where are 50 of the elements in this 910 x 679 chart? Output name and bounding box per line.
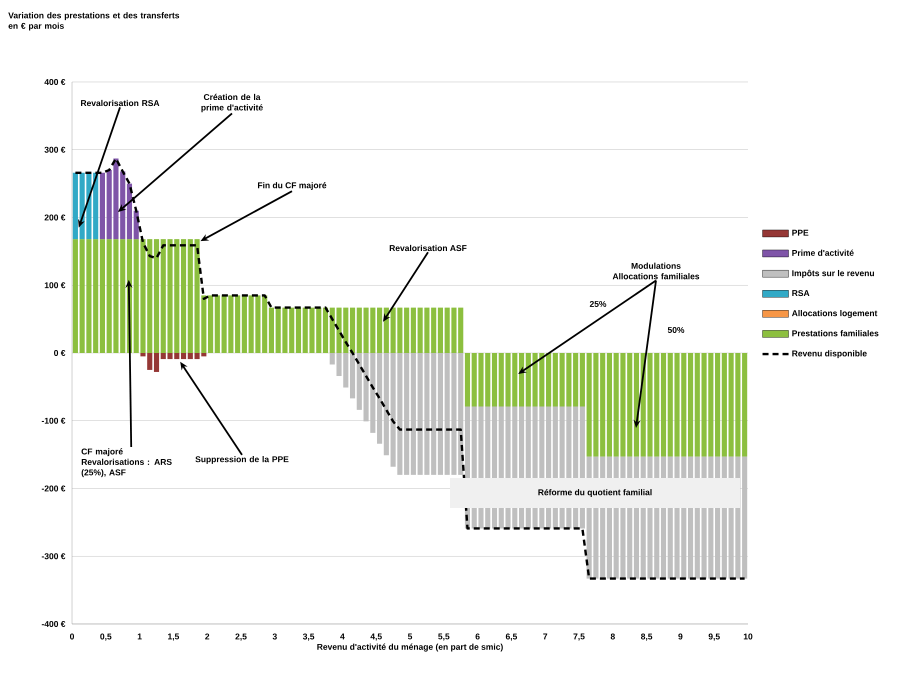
x-tick-label: 5 bbox=[408, 634, 412, 640]
x-tick-label: 4,5 bbox=[370, 634, 382, 641]
y-tick-label: 100 € bbox=[44, 282, 66, 288]
annotation: Revalorisation RSA bbox=[81, 100, 160, 106]
x-tick-label: 0,5 bbox=[100, 634, 112, 641]
x-tick-label: 8,5 bbox=[640, 634, 652, 641]
annotation: Réforme du quotient familial bbox=[538, 488, 652, 497]
x-tick-label: 8 bbox=[610, 634, 615, 640]
x-tick-label: 0 bbox=[70, 634, 74, 640]
x-tick-label: 1,5 bbox=[168, 634, 180, 641]
x-tick-label: 3 bbox=[272, 634, 277, 640]
y-tick-label: 200 € bbox=[44, 214, 66, 220]
legend-label: PPE bbox=[792, 230, 808, 236]
x-tick-label: 7 bbox=[543, 634, 548, 640]
x-tick-label: 7,5 bbox=[573, 634, 585, 641]
y-tick-label: -100 € bbox=[42, 418, 66, 424]
legend-label: RSA bbox=[792, 290, 810, 296]
y-tick-label: -400 € bbox=[42, 620, 66, 627]
x-tick-label: 6 bbox=[476, 634, 480, 640]
x-tick-label: 2 bbox=[205, 634, 210, 640]
y-tick-label: 400 € bbox=[44, 78, 66, 85]
annotation: 25% bbox=[590, 300, 606, 307]
legend-label: Allocations logement bbox=[792, 310, 878, 318]
bar bbox=[201, 352, 206, 356]
x-axis-title: Revenu d'activité du ménage (en part de smic) bbox=[317, 644, 503, 652]
x-tick-label: 2,5 bbox=[235, 634, 247, 641]
x-tick-label: 4 bbox=[340, 634, 345, 640]
annotation: Suppression de la PPE bbox=[195, 456, 288, 464]
chart-title: Variation des prestations et des transferts en € par mois bbox=[8, 12, 180, 31]
annotation: Fin du CF majoré bbox=[258, 182, 326, 190]
x-tick-label: 9 bbox=[678, 634, 682, 640]
y-tick-label: -300 € bbox=[42, 553, 66, 560]
x-tick-label: 10 bbox=[744, 634, 752, 640]
annotation: 50% bbox=[668, 326, 684, 333]
annotation: Création de la prime d'activité bbox=[201, 94, 263, 112]
legend-label: Prestations familiales bbox=[792, 330, 878, 336]
y-tick-label: -200 € bbox=[42, 485, 66, 492]
x-tick-label: 5,5 bbox=[438, 634, 450, 641]
annotation: CF majoré Revalorisations : ARS (25%), ASF bbox=[82, 448, 172, 478]
x-tick-label: 6,5 bbox=[506, 634, 518, 641]
y-tick-label: 300 € bbox=[44, 146, 66, 153]
legend-label: Revenu disponible bbox=[792, 350, 867, 358]
annotation: Modulations Allocations familiales bbox=[612, 262, 700, 280]
legend-label: Prime d'activité bbox=[792, 250, 854, 256]
x-tick-label: 1 bbox=[138, 634, 142, 640]
x-tick-label: 9,5 bbox=[708, 634, 720, 641]
legend-label: Impôts sur le revenu bbox=[792, 270, 874, 278]
x-tick-label: 3,5 bbox=[302, 634, 314, 641]
annotation: Revalorisation ASF bbox=[390, 244, 467, 252]
y-tick-label: 0 € bbox=[54, 350, 66, 356]
